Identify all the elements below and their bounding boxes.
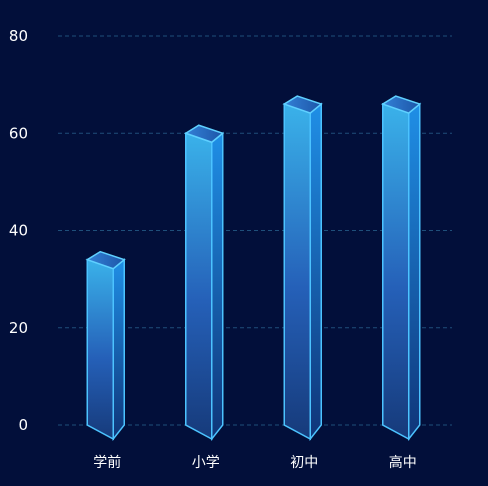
x-tick-label: 初中 <box>290 454 318 471</box>
bar-side-face <box>211 131 224 442</box>
y-tick-label: 0 <box>18 416 28 434</box>
bar-front-face <box>283 103 311 441</box>
bar-side-face <box>112 258 125 442</box>
bar-1 <box>85 250 126 442</box>
bar-2 <box>184 124 225 442</box>
y-tick-label: 80 <box>9 27 28 45</box>
bar-top-cap <box>85 250 126 270</box>
x-tick-label: 学前 <box>93 454 121 471</box>
y-tick-label: 60 <box>9 124 28 142</box>
bar-front-face <box>86 258 114 441</box>
bars-layer <box>85 95 422 442</box>
y-axis-ticks: 0 20 40 60 80 <box>9 27 28 434</box>
bar-top-cap <box>184 124 225 144</box>
bar-side-face <box>408 102 421 442</box>
x-axis-ticks: 学前 小学 初中 高中 <box>93 454 417 471</box>
bar-side-face <box>309 102 322 442</box>
bar-3 <box>282 95 323 442</box>
y-tick-label: 20 <box>9 319 28 337</box>
x-tick-label: 高中 <box>389 454 417 471</box>
bar-front-face <box>382 103 410 441</box>
bar-4 <box>381 95 422 442</box>
bar-top-cap <box>282 95 323 114</box>
y-tick-label: 40 <box>9 222 28 240</box>
bar-top-cap <box>381 95 422 114</box>
x-tick-label: 小学 <box>192 455 220 471</box>
bar-front-face <box>185 132 213 441</box>
